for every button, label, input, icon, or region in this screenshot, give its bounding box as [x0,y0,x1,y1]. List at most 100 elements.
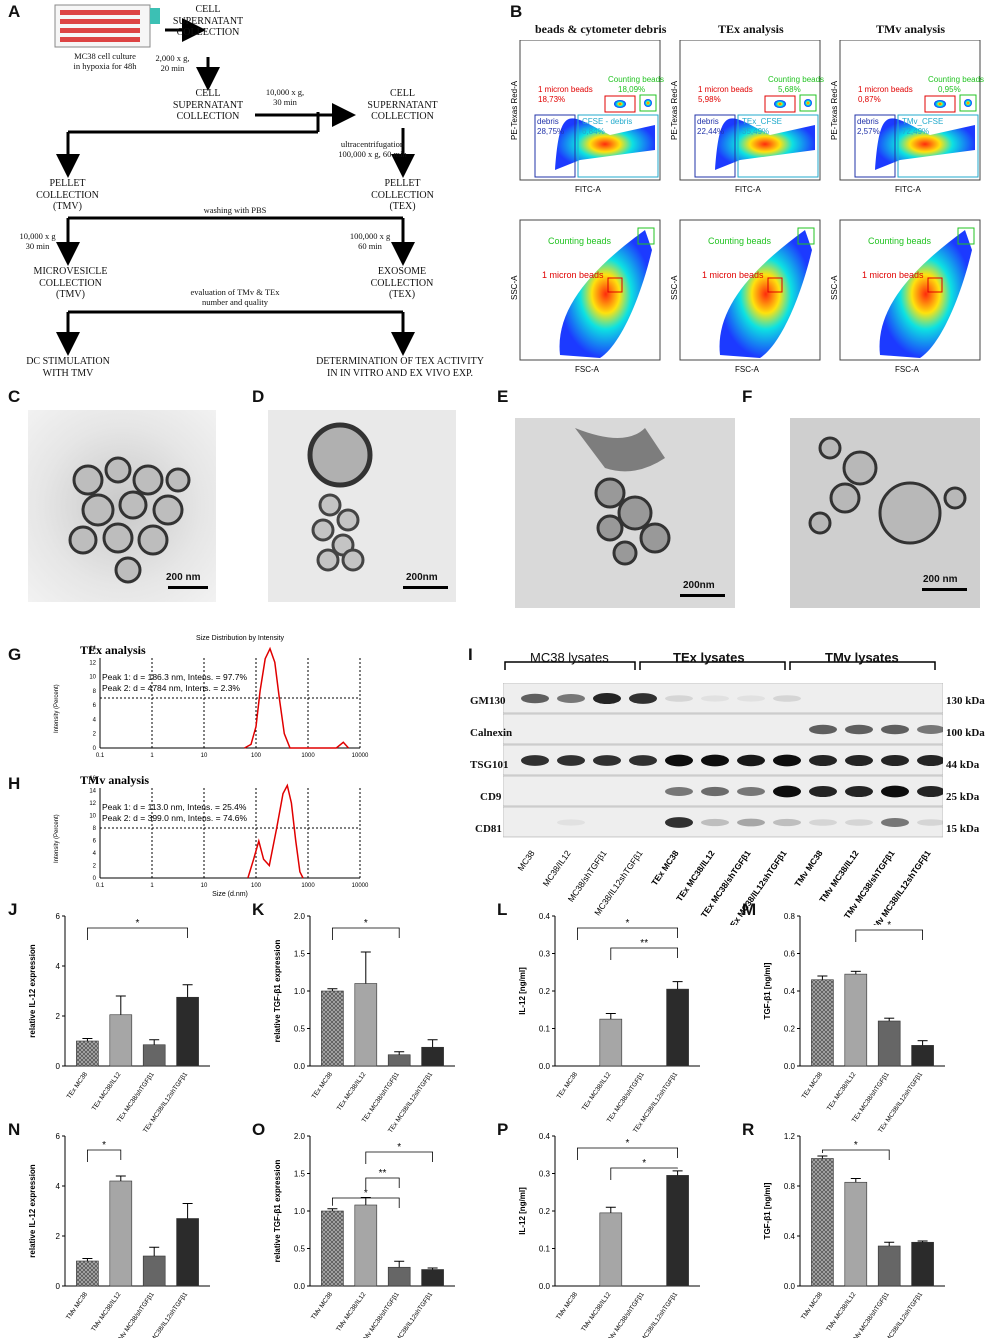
chart-n-bar [109,1180,133,1287]
panel-label-p: P [497,1120,509,1139]
chart-p-ytick: 0.0 [539,1282,551,1291]
dls-xtick-g: 100 [251,753,262,759]
chart-r-ytick: 0.4 [784,1232,796,1241]
supernatant-2: CELL SUPERNATANT COLLECTION [172,88,244,122]
fc-top-density-2 [715,118,815,170]
wb-band [773,695,801,702]
dls-xtick-g: 1 [150,753,154,759]
chart-m-bar [911,1045,934,1067]
fc-bot-density-2 [719,230,812,358]
fc-count-gate-1 [639,94,657,112]
spin-3: 10,000 x g 30 min [19,231,56,251]
chart-j-xtick: TEx MC38/IL12 [91,1071,123,1112]
chart-k-ytick: 1.5 [294,950,306,959]
dls-ytick-h: 16 [89,776,96,782]
dls-ytick-h: 2 [93,864,97,870]
fc-debris-pct-3: 2,57% [857,127,880,136]
fc-top-frame-1 [519,40,661,181]
chart-o-ylabel: relative TGF-β1 expression [273,1160,282,1263]
fc-bot-count-gate-1 [637,227,655,245]
wb-band [881,724,909,735]
fc-top-xaxis-1: FITC-A [575,185,601,194]
fc-title-2: TEx analysis [718,22,784,36]
chart-n-ylabel: relative IL-12 expression [28,1164,37,1257]
chart-l-sig-star: * [626,918,630,929]
wb-band [737,787,765,796]
chart-m-ytick: 0.6 [784,950,796,959]
chart-k-ylabel: relative TGF-β1 expression [273,940,282,1043]
wb-band [701,754,729,767]
chart-p-xtick: TMv MC38/shTGFβ1 [605,1291,646,1338]
wb-band [629,755,657,766]
chart-l-sig-star: ** [640,938,648,949]
fc-bot-count-label-3: Counting beads [868,236,932,246]
fc-bot-micron-label-1: 1 micron beads [542,270,604,280]
fc-bot-count-label-1: Counting beads [548,236,612,246]
chart-m-ytick: 0.2 [784,1025,796,1034]
chart-o-ytick: 0.5 [294,1245,306,1254]
chart-m-xtick: TEx MC38 [801,1071,825,1100]
chart-j-ytick: 0 [56,1062,61,1071]
chart-k-sig-star: * [364,918,368,929]
wb-band [809,819,837,826]
panel-label-j: J [8,900,18,919]
chart-r-ytick: 0.0 [784,1282,796,1291]
chart-p-ylabel: IL-12 [ng/ml] [518,1187,527,1235]
fc-count-dot-3 [964,99,972,107]
em-image-d: 200nm [268,410,456,602]
em-image-f: 200 nm [790,418,980,608]
wb-band [521,755,549,766]
wb-band [701,818,729,827]
fc-cfse-gate-3 [897,114,979,178]
chart-k-xtick: TEx MC38/IL12 [336,1071,368,1112]
fc-micron-gate-2 [764,95,796,113]
fc-micron-label-1: 1 micron beads [538,85,593,94]
chart-p-sig-star: * [626,1138,630,1149]
fc-bot-micron-label-2: 1 micron beads [702,270,764,280]
fc-title-3: TMv analysis [876,22,946,36]
chart-o-sig-bracket [332,1197,400,1208]
dls-peak2-g: Peak 2: d = 4784 nm, Intens. = 2.3% [102,683,240,693]
dls-xtick-h: 100 [251,883,262,889]
wb-lane-label: MC38/IL12 [541,848,573,888]
wb-band [737,754,765,767]
wb-band [665,695,693,702]
fc-debris-gate-2 [694,114,736,178]
chart-o-sig-bracket [365,1151,433,1164]
chart-l-ytick: 0.4 [539,912,551,921]
chart-o-xtick: TMv MC38/IL12 [335,1291,367,1333]
scale-bar-e [680,594,725,597]
chart-k-ytick: 1.0 [294,987,306,996]
fc-debris-gate-3 [854,114,896,178]
dls-xtick-h: 0.1 [96,883,105,889]
dls-ylabel-h: Intensity (Percent) [54,814,60,863]
wb-band [809,785,837,798]
wb-band [917,785,943,798]
fc-debris-label-2: debris [697,117,719,126]
wb-band [809,724,837,735]
spin-4: 100,000 x g 60 min [349,231,391,251]
dls-title-h: TMv analysis [80,773,149,787]
chart-l-bar [599,1018,623,1067]
dls-ytick-g: 0 [93,746,97,752]
panel-label-g: G [8,645,22,664]
chart-r-xtick: TMv MC38/IL12 [825,1291,857,1333]
scale-label-f: 200 nm [923,574,958,585]
wb-band [845,785,873,798]
wb-band [881,754,909,767]
panel-label-l: L [497,900,508,919]
wb-lane-labels: MC38 MC38/IL12MC38/shTGFβ1MC38/IL12shTGFβ… [515,848,932,925]
chart-p-xtick: TMv MC38/IL12 [580,1291,612,1333]
chart-k-sig-bracket [332,927,400,940]
fc-debris-label-3: debris [857,117,879,126]
supernatant-3: CELL SUPERNATANT COLLECTION [367,88,438,122]
fc-top-xaxis-3: FITC-A [895,185,921,194]
em-vesicles-c [68,456,191,584]
fc-count-label-2: Counting beads [768,75,824,84]
dls-ytick-h: 6 [93,839,97,845]
wb-bands [503,683,943,838]
pellet-tmv: PELLET COLLECTION (TMv) [36,178,99,212]
fc-count-pct-2: 5,68% [778,85,801,94]
